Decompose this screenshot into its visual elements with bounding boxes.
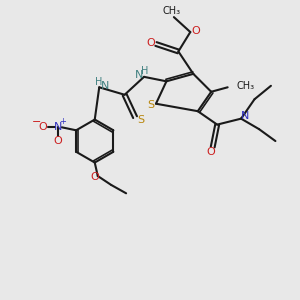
Text: CH₃: CH₃ [237, 81, 255, 91]
Text: N: N [100, 81, 109, 91]
Text: O: O [191, 26, 200, 37]
Text: O: O [207, 147, 216, 158]
Text: H: H [95, 77, 102, 87]
Text: H: H [141, 67, 148, 76]
Text: N: N [134, 70, 143, 80]
Text: S: S [137, 115, 144, 124]
Text: O: O [53, 136, 62, 146]
Text: −: − [32, 117, 41, 127]
Text: S: S [147, 100, 154, 110]
Text: +: + [59, 117, 66, 126]
Text: CH₃: CH₃ [162, 5, 181, 16]
Text: N: N [53, 122, 62, 132]
Text: O: O [90, 172, 99, 182]
Text: O: O [38, 122, 47, 132]
Text: N: N [241, 111, 249, 121]
Text: O: O [146, 38, 155, 48]
